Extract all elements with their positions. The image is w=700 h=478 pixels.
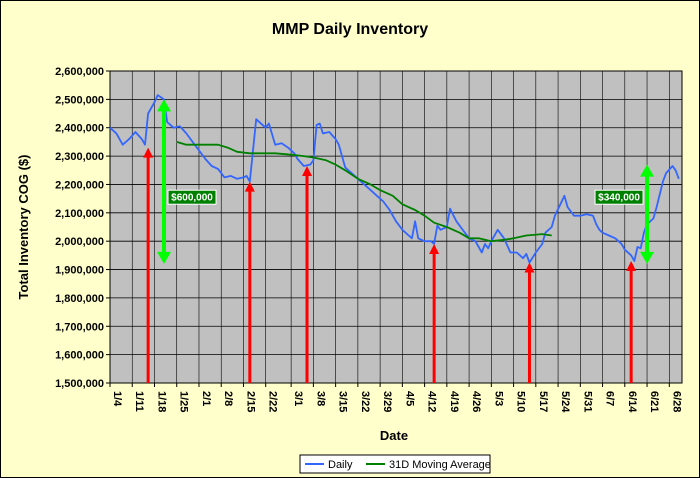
x-tick-label: 2/1: [200, 391, 212, 406]
x-tick-label: 4/5: [403, 391, 415, 406]
y-tick-label: 2,000,000: [55, 236, 104, 248]
value-label-box: [167, 189, 217, 205]
green-arrow-head-bottom: [157, 251, 172, 264]
y-tick-label: 1,700,000: [55, 321, 104, 333]
x-tick-label: 6/21: [648, 391, 660, 412]
green-arrow-head-top: [157, 99, 172, 112]
x-tick-label: 3/29: [381, 391, 393, 412]
legend: Daily 31D Moving Average: [299, 454, 491, 474]
x-tick-label: 3/15: [337, 391, 349, 412]
x-tick-label: 3/1: [292, 391, 304, 406]
x-tick-label: 1/18: [155, 391, 167, 412]
y-tick-label: 1,900,000: [55, 265, 104, 277]
y-tick-label: 2,600,000: [55, 66, 104, 78]
y-tick-label: 2,100,000: [55, 208, 104, 220]
x-axis-title: Date: [380, 428, 408, 443]
green-arrow-head-top: [640, 164, 655, 177]
legend-box: [299, 454, 491, 474]
x-tick-label: 1/25: [178, 391, 190, 412]
y-axis-title: Total Inventory COG ($): [16, 155, 31, 300]
x-tick-label: 3/22: [359, 391, 371, 412]
x-tick-label: 1/4: [111, 391, 123, 407]
red-arrow-head: [429, 244, 440, 255]
x-tick-label: 5/10: [515, 391, 527, 412]
y-axis-ticks: 1,500,000 1,600,000 1,700,000 1,800,000 1,90…: [55, 66, 110, 390]
annotations: $600,000 $340,000: [143, 99, 655, 383]
legend-label-moving-average: 31D Moving Average: [389, 459, 491, 471]
red-arrow-head: [143, 147, 154, 158]
x-tick-label: 3/8: [314, 391, 326, 406]
x-tick-label: 2/8: [222, 391, 234, 406]
x-tick-label: 5/31: [581, 391, 593, 412]
value-label: $600,000: [171, 193, 213, 204]
x-tick-label: 5/17: [537, 391, 549, 412]
y-tick-label: 2,400,000: [55, 123, 104, 135]
x-tick-label: 1/11: [133, 391, 145, 412]
red-arrow-head: [626, 261, 637, 272]
y-tick-label: 1,500,000: [55, 378, 104, 390]
legend-label-daily: Daily: [328, 459, 353, 471]
plot-area: [109, 70, 683, 384]
value-label: $340,000: [598, 193, 640, 204]
y-tick-label: 1,800,000: [55, 293, 104, 305]
value-label-box: [594, 189, 644, 205]
x-tick-label: 4/26: [470, 391, 482, 412]
red-arrow-head: [524, 262, 535, 273]
x-tick-label: 2/15: [244, 391, 256, 412]
y-tick-label: 1,600,000: [55, 350, 104, 362]
x-tick-label: 4/12: [426, 391, 438, 412]
y-tick-label: 2,500,000: [55, 94, 104, 106]
x-tick-label: 6/14: [626, 391, 638, 413]
series-lines: [109, 94, 680, 264]
x-tick-label: 6/7: [604, 391, 616, 406]
series-line-moving-average: [176, 141, 552, 243]
y-tick-label: 2,300,000: [55, 151, 104, 163]
x-tick-label: 6/28: [670, 391, 682, 412]
x-tick-label: 2/22: [267, 391, 279, 412]
x-tick-label: 4/19: [448, 391, 460, 412]
red-arrow-head: [302, 166, 313, 177]
series-line-daily: [109, 94, 680, 264]
x-tick-label: 5/3: [492, 391, 504, 406]
chart-title: MMP Daily Inventory: [272, 21, 428, 38]
green-arrow-head-bottom: [640, 251, 655, 264]
red-arrow-head: [244, 181, 255, 192]
x-axis-ticks: 1/4 1/11 1/18 1/25 2/1 2/8 2/15 2/22 3/1 3/8 3/15 3…: [109, 383, 682, 413]
y-tick-label: 2,200,000: [55, 179, 104, 191]
x-tick-label: 5/24: [559, 391, 571, 413]
